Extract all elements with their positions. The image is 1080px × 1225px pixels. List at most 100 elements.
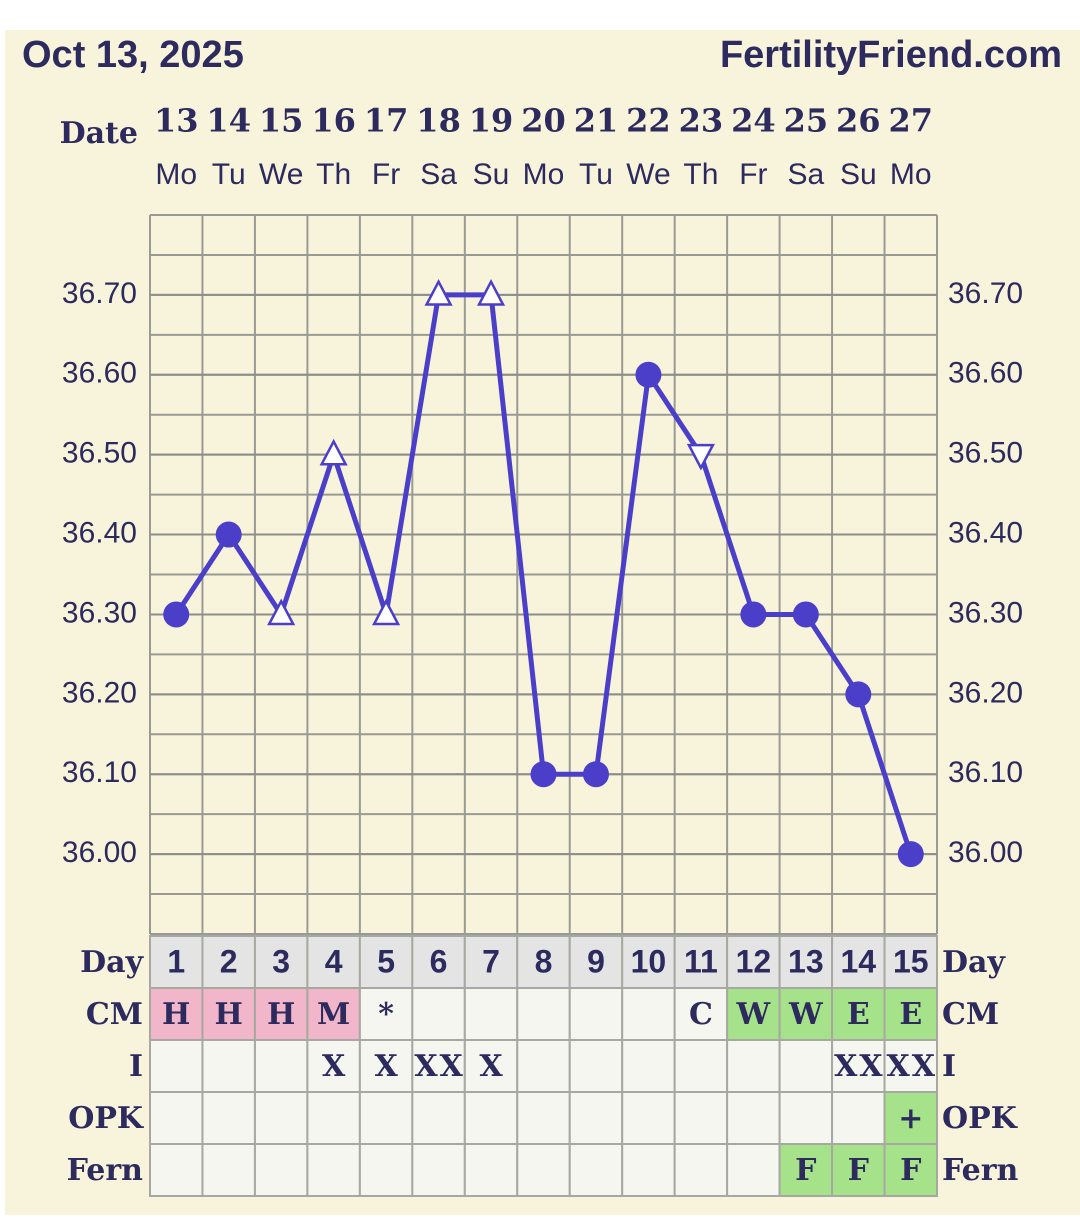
table-cell — [568, 1143, 624, 1197]
cell-value: H — [162, 997, 190, 1032]
table-cell — [778, 1143, 834, 1197]
table-cell — [358, 1143, 414, 1197]
table-cell — [358, 1091, 414, 1145]
table-cell — [621, 987, 676, 1041]
cell-value: XX — [414, 1049, 463, 1084]
cell-value: 8 — [535, 943, 553, 979]
cell-value: 7 — [482, 943, 500, 979]
table-cell — [883, 1143, 938, 1197]
table-cell — [831, 1039, 886, 1093]
table-cell — [358, 1039, 414, 1093]
x-tick-label: 21 — [574, 102, 619, 140]
cell-value: 6 — [430, 943, 448, 979]
weekday-label: Su — [840, 158, 877, 191]
table-cell — [463, 1143, 519, 1197]
table-cell — [201, 1039, 256, 1093]
y2-tick-label: 36.40 — [948, 516, 1023, 549]
table-cell — [253, 1039, 309, 1093]
cell-value: 13 — [788, 943, 824, 979]
table-cell — [516, 1039, 571, 1093]
row-label-right: Day — [942, 945, 1006, 980]
source: FertilityFriend.com — [720, 34, 1062, 76]
table-cell — [253, 1091, 309, 1145]
cell-value: 14 — [841, 943, 877, 979]
table-cell — [411, 1143, 466, 1197]
y2-tick-label: 36.10 — [948, 756, 1023, 789]
weekday-label: Mo — [155, 158, 197, 191]
table-cell — [201, 1143, 256, 1197]
table-cell — [411, 1091, 466, 1145]
row-label-right: I — [942, 1049, 956, 1084]
weekday-label: Su — [473, 158, 510, 191]
y-tick-label: 36.50 — [62, 437, 137, 470]
cell-value: C — [689, 997, 713, 1032]
table-cell — [463, 1091, 519, 1145]
row-label: I — [129, 1049, 143, 1084]
cell-value: X — [479, 1049, 503, 1084]
y2-tick-label: 36.50 — [948, 437, 1023, 470]
cell-value: F — [848, 1153, 869, 1188]
table-cell — [673, 1091, 729, 1145]
table-cell — [201, 935, 256, 989]
x-tick-label: 17 — [364, 102, 409, 140]
table-cell — [306, 935, 361, 989]
table-cell — [463, 987, 519, 1041]
table-cell — [201, 1091, 256, 1145]
y-tick-label: 36.20 — [62, 676, 137, 709]
chart-title: Oct 13, 2025 — [22, 34, 244, 76]
table-cell — [516, 1091, 571, 1145]
temperature-point — [424, 279, 453, 306]
row-label-right: OPK — [942, 1101, 1018, 1136]
temperature-point — [845, 681, 872, 708]
table-cell — [516, 987, 571, 1041]
row-label: OPK — [68, 1101, 144, 1136]
table-cell — [621, 1143, 676, 1197]
cell-value: E — [899, 997, 922, 1032]
table-cell — [568, 1091, 624, 1145]
table-cell — [726, 1091, 781, 1145]
table-cell — [149, 1039, 204, 1093]
temperature-point — [635, 361, 662, 388]
table-cell — [726, 1143, 781, 1197]
temperature-point — [476, 279, 506, 306]
cell-value: E — [847, 997, 870, 1032]
weekday-label: Sa — [420, 158, 457, 191]
cell-value: * — [378, 997, 394, 1032]
table-cell — [411, 987, 466, 1041]
cell-value: W — [788, 997, 824, 1032]
cell-value: 5 — [377, 943, 395, 979]
table-cell — [673, 987, 729, 1041]
temperature-point — [215, 521, 242, 548]
table-cell — [306, 1143, 361, 1197]
x-tick-label: 18 — [416, 102, 461, 140]
table-cell — [883, 1039, 938, 1093]
table-cell — [883, 935, 938, 989]
x-tick-label: 19 — [469, 102, 514, 140]
y-tick-label: 36.30 — [62, 596, 137, 629]
table-cell — [463, 935, 519, 989]
table-cell — [306, 1091, 361, 1145]
cell-value: 15 — [893, 943, 929, 979]
table-cell — [673, 1039, 729, 1093]
temperature-point — [267, 598, 296, 626]
table-cell — [673, 935, 729, 989]
weekday-label: Tu — [579, 158, 613, 191]
weekday-label: Mo — [890, 158, 932, 191]
table-cell — [673, 1143, 729, 1197]
x-tick-label: 15 — [259, 102, 304, 140]
y-tick-label: 36.10 — [62, 756, 137, 789]
y2-tick-label: 36.20 — [948, 676, 1023, 709]
y2-tick-label: 36.60 — [948, 357, 1023, 390]
temperature-point — [792, 601, 819, 628]
cell-value: X — [322, 1049, 346, 1084]
row-label: CM — [86, 997, 143, 1032]
row-label: Day — [80, 945, 144, 980]
table-cell — [568, 987, 624, 1041]
x-tick-label: 16 — [311, 102, 356, 140]
cell-value: 10 — [631, 943, 667, 979]
weekday-label: Fr — [372, 158, 400, 191]
table-cell — [149, 1143, 204, 1197]
table-cell — [883, 987, 938, 1041]
cell-value: 2 — [220, 943, 238, 979]
